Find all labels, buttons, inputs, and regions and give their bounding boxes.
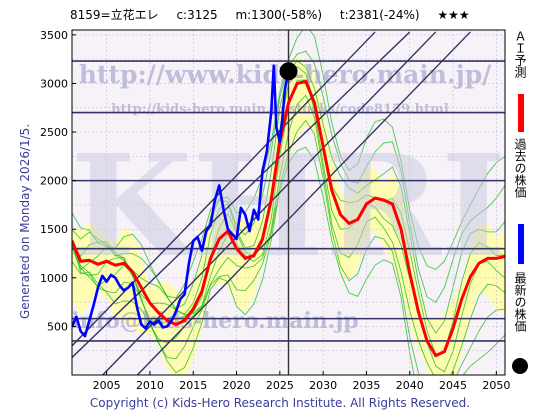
past-price-line [72, 64, 290, 338]
y-tick-label: 1500 [40, 223, 68, 236]
latest-price-dot [279, 62, 298, 81]
legend-past-swatch [518, 224, 524, 264]
watermark-mail: info@kids-hero.main.jp [71, 308, 358, 334]
x-tick-label: 2040 [396, 379, 424, 392]
x-tick-label: 2030 [309, 379, 337, 392]
current-price: c:3125 [176, 8, 218, 22]
stock-code-name: 8159=立花エレ [70, 8, 159, 22]
y-tick-label: 3500 [40, 29, 68, 42]
plot-frame [71, 29, 506, 376]
x-tick-label: 2020 [223, 379, 251, 392]
legend-past-label: 過去の株価 [513, 138, 527, 198]
x-tick-label: 2010 [136, 379, 164, 392]
x-tick-label: 2050 [482, 379, 510, 392]
legend-latest-label: 最新の株価 [513, 272, 527, 332]
trend-line [72, 31, 376, 347]
trend-line [136, 31, 471, 375]
chart-header: 8159=立花エレ c:3125 m:1300(-58%) t:2381(-24… [70, 6, 500, 24]
mid-target: m:1300(-58%) [235, 8, 323, 22]
generated-date-label: Generated on Monday 2026/1/5. [18, 123, 32, 319]
y-tick-label: 500 [47, 320, 68, 333]
x-tick-label: 2015 [179, 379, 207, 392]
copyright-footer: Copyright (c) Kids-Hero Research Institu… [89, 396, 471, 410]
trend-line [101, 31, 437, 375]
target-price: t:2381(-24%) [339, 8, 420, 22]
y-tick-label: 3000 [40, 77, 68, 90]
ai-forecast-line [72, 79, 505, 358]
legend-latest-dot [512, 358, 528, 374]
x-tick-label: 2025 [266, 379, 294, 392]
legend-ai-label: ＡＩ予測 [513, 30, 527, 78]
legend-ai-swatch [518, 94, 524, 132]
y-tick-label: 2500 [40, 126, 68, 139]
rating-stars: ★★★ [437, 8, 470, 22]
x-tick-label: 2035 [352, 379, 380, 392]
trend-line [72, 31, 411, 359]
y-tick-label: 2000 [40, 175, 68, 188]
x-tick-label: 2045 [439, 379, 467, 392]
x-tick-label: 2005 [93, 379, 121, 392]
plot-area: KHRIhttp://www.kids-hero.main.jp/http://… [71, 30, 505, 375]
y-tick-label: 1000 [40, 272, 68, 285]
watermark-page: http://kids-hero.main.jp/stocks/code8159… [111, 102, 449, 117]
